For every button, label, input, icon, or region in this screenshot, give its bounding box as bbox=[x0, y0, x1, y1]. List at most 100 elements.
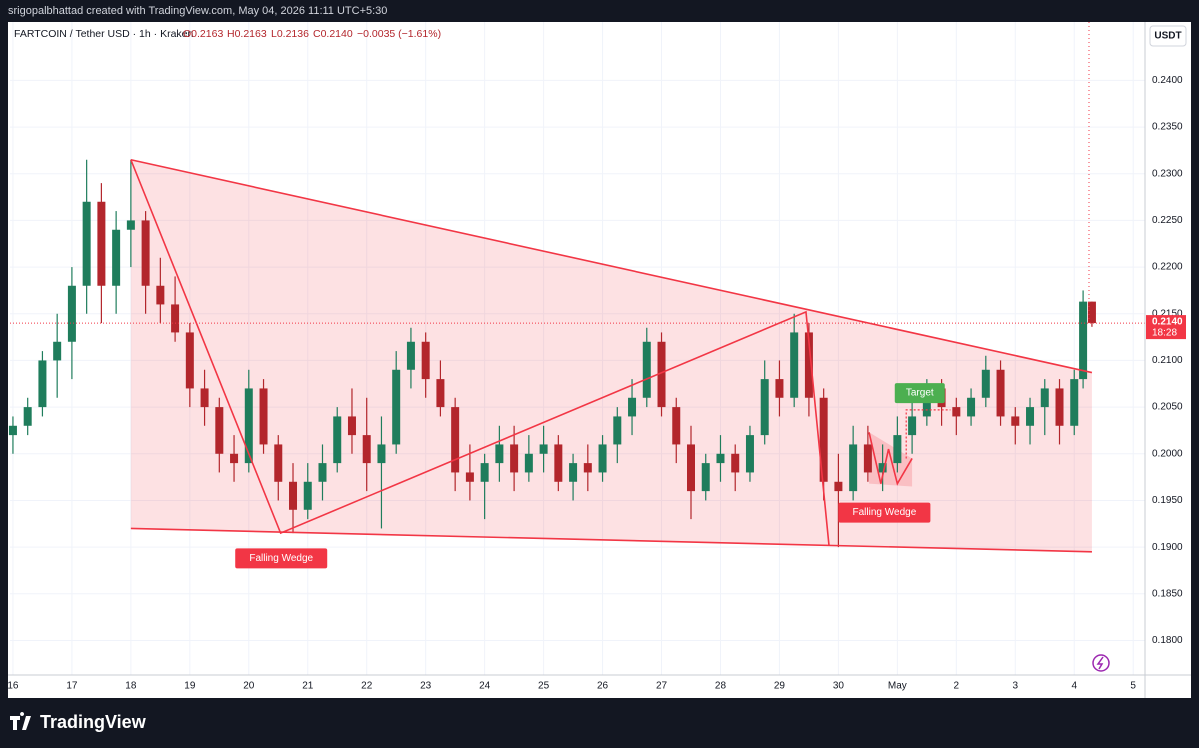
trend-line bbox=[130, 527, 1092, 553]
alert-icon[interactable] bbox=[1092, 654, 1110, 672]
candle-body bbox=[893, 435, 902, 464]
x-tick-label: 21 bbox=[302, 681, 314, 692]
trend-line bbox=[868, 432, 913, 486]
candle-body bbox=[185, 332, 194, 389]
candle-body bbox=[745, 435, 754, 473]
candle-body bbox=[981, 369, 990, 398]
candle-body bbox=[82, 201, 91, 286]
ohlc-legend: O0.2163 H0.2163 L0.2136 C0.2140 −0.0035 … bbox=[183, 28, 441, 40]
x-tick-label: 30 bbox=[833, 681, 845, 692]
candle-body bbox=[244, 388, 253, 464]
trend-line bbox=[130, 158, 1093, 374]
candle-body bbox=[421, 341, 430, 380]
change: −0.0035 (−1.61%) bbox=[357, 28, 441, 40]
candle-body bbox=[657, 341, 666, 408]
candle-body bbox=[554, 444, 563, 482]
candle-body bbox=[156, 285, 165, 305]
candle-body bbox=[333, 416, 342, 464]
candle-body bbox=[642, 341, 651, 398]
x-tick-label: 3 bbox=[1013, 681, 1019, 692]
currency-box[interactable] bbox=[1149, 25, 1187, 47]
countdown: 18:28 bbox=[1152, 328, 1177, 339]
x-tick-label: 17 bbox=[66, 681, 78, 692]
candle-body bbox=[760, 379, 769, 436]
low: L0.2136 bbox=[271, 28, 309, 40]
label: Falling Wedge bbox=[853, 507, 917, 518]
brand: TradingView bbox=[10, 712, 147, 732]
candle-body bbox=[38, 360, 47, 408]
y-tick-label: 0.1900 bbox=[1152, 542, 1183, 553]
candle-body bbox=[362, 435, 371, 464]
candle-body bbox=[347, 416, 356, 436]
brand-name: TradingView bbox=[40, 712, 147, 732]
x-tick-label: May bbox=[888, 681, 907, 692]
candle-body bbox=[790, 332, 799, 398]
symbol: FARTCOIN / Tether USD · 1h · Kraken bbox=[14, 28, 193, 40]
candle-body bbox=[775, 379, 784, 398]
candle-body bbox=[480, 463, 489, 482]
close: C0.2140 bbox=[313, 28, 353, 40]
candle-body bbox=[539, 444, 548, 454]
x-tick-label: 20 bbox=[243, 681, 255, 692]
x-tick-label: 2 bbox=[954, 681, 960, 692]
candle-body bbox=[731, 453, 740, 473]
credit: srigopalbhattad created with TradingView… bbox=[8, 5, 387, 17]
plot: Falling Wedge Falling Wedge Target bbox=[8, 22, 1145, 675]
candle-body bbox=[495, 444, 504, 464]
candle-body bbox=[112, 229, 121, 286]
y-tick-label: 0.2250 bbox=[1152, 215, 1183, 226]
x-tick-label: 22 bbox=[361, 681, 373, 692]
candle-body bbox=[569, 463, 578, 482]
candle-body bbox=[878, 463, 887, 473]
x-tick-label: 5 bbox=[1130, 681, 1136, 692]
candle-body bbox=[908, 416, 917, 436]
candle-body bbox=[952, 407, 961, 417]
candle-body bbox=[8, 425, 17, 436]
y-tick-label: 0.2100 bbox=[1152, 355, 1183, 366]
candle-body bbox=[141, 220, 150, 286]
candle-body bbox=[171, 304, 180, 333]
candle-body bbox=[687, 444, 695, 492]
x-tick-label: 26 bbox=[597, 681, 609, 692]
candle-body bbox=[716, 453, 725, 464]
y-tick-label: 0.2150 bbox=[1152, 308, 1183, 319]
x-tick-label: 24 bbox=[479, 681, 491, 692]
candle-body bbox=[406, 341, 415, 370]
candle-body bbox=[967, 397, 976, 417]
label-box bbox=[838, 502, 931, 523]
candle-body bbox=[289, 481, 298, 510]
candle-body bbox=[23, 407, 32, 426]
y-tick-label: 0.1850 bbox=[1152, 588, 1183, 599]
candle-body bbox=[97, 201, 106, 286]
candle-body bbox=[1026, 407, 1035, 426]
x-tick-label: 19 bbox=[184, 681, 196, 692]
candle-body bbox=[67, 285, 76, 342]
candle-body bbox=[392, 369, 401, 445]
price-tag-label: 0.2140 bbox=[1152, 317, 1183, 328]
candle-body bbox=[53, 341, 62, 361]
high: H0.2163 bbox=[227, 28, 267, 40]
candle-body bbox=[1055, 388, 1064, 426]
candle-body bbox=[318, 463, 327, 482]
price-tag bbox=[1146, 315, 1186, 340]
currency: USDT bbox=[1154, 31, 1181, 42]
y-tick-label: 0.1800 bbox=[1152, 635, 1183, 646]
candle-body bbox=[849, 444, 858, 492]
label: Falling Wedge bbox=[249, 553, 313, 564]
x-tick-label: 18 bbox=[125, 681, 137, 692]
candle-body bbox=[628, 397, 637, 417]
x-tick-label: 27 bbox=[656, 681, 668, 692]
y-tick-label: 0.2000 bbox=[1152, 448, 1183, 459]
candle-body bbox=[230, 453, 239, 464]
candle-body bbox=[1040, 388, 1049, 408]
y-tick-label: 0.2050 bbox=[1152, 402, 1183, 413]
x-tick-label: 29 bbox=[774, 681, 786, 692]
candle-body bbox=[510, 444, 519, 473]
candle-body bbox=[274, 444, 283, 482]
x-tick-label: 28 bbox=[715, 681, 727, 692]
candle-body bbox=[834, 481, 843, 492]
candle-body bbox=[126, 220, 135, 230]
candle-body bbox=[804, 332, 813, 398]
